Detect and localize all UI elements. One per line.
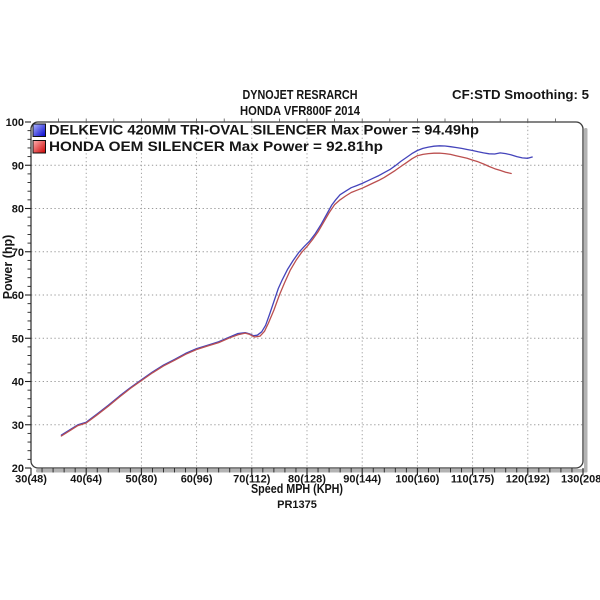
legend-swatch-honda [32, 140, 46, 154]
x-tick-label: 50(80) [126, 474, 158, 486]
x-tick-label: 60(96) [181, 474, 213, 486]
y-tick-label: 90 [12, 160, 24, 172]
x-tick-label: 110(175) [451, 474, 495, 486]
x-tick-label: 40(64) [70, 474, 102, 486]
page-subtitle: HONDA VFR800F 2014 [240, 103, 361, 118]
y-tick-label: 20 [12, 463, 24, 475]
frame-shadow-right [584, 128, 588, 473]
x-axis-title: Speed MPH (KPH) [251, 481, 343, 496]
x-tick-label: 120(192) [506, 474, 550, 486]
x-tick-label: 130(208) [561, 474, 600, 486]
honda-oem-power-curve [60, 152, 512, 437]
y-tick-label: 80 [12, 204, 24, 216]
y-tick-label: 50 [12, 333, 24, 345]
x-tick-label: 70(112) [233, 474, 271, 486]
y-tick-label: 30 [12, 420, 24, 432]
y-tick-label: 60 [12, 290, 24, 302]
x-tick-label: 80(128) [288, 474, 326, 486]
y-tick-label: 100 [6, 117, 24, 129]
legend-label-honda: HONDA OEM SILENCER Max Power = 92.81hp [49, 139, 383, 154]
legend-label-delkevic: DELKEVIC 420MM TRI-OVAL SILENCER Max Pow… [49, 123, 479, 138]
y-tick-label: 40 [12, 377, 24, 389]
delkevic-power-curve [60, 145, 533, 436]
legend-swatch-delkevic [32, 123, 46, 137]
page-title: DYNOJET RESRARCH [243, 87, 358, 102]
x-tick-label: 100(160) [395, 474, 439, 486]
run-code: PR1375 [277, 499, 317, 511]
x-tick-label: 30(48) [15, 474, 47, 486]
plot-area: 30(48) 40(64) 50(80) 60(96) 70(112) 80(128) 90… [6, 117, 600, 486]
legend: DELKEVIC 420MM TRI-OVAL SILENCER Max Pow… [32, 123, 479, 154]
y-tick-label: 70 [12, 247, 24, 259]
smoothing-status: CF:STD Smoothing: 5 [452, 87, 589, 102]
y-axis-title: Power (hp) [1, 235, 15, 300]
frame-shadow-bottom [36, 469, 587, 473]
x-tick-label: 90(144) [343, 474, 381, 486]
